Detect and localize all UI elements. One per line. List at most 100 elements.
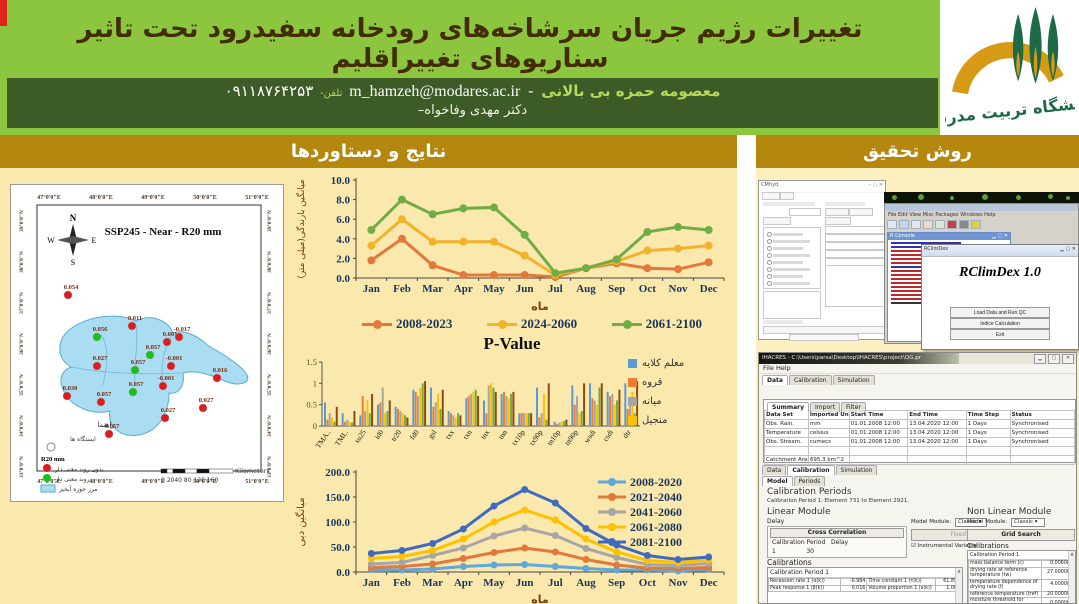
calibration-period-item[interactable]: Calibration Period 1	[768, 568, 962, 578]
cmhyd-radio-option[interactable]	[767, 232, 817, 237]
cmhyd-window-controls[interactable]: – ▢ ✕	[868, 182, 883, 188]
cmhyd-radio-option[interactable]	[767, 267, 817, 272]
data-point	[643, 227, 652, 236]
cmhyd-radio-option[interactable]	[767, 253, 817, 258]
x-category-label: tr20	[389, 428, 403, 443]
tab-simulation[interactable]: Simulation	[832, 375, 875, 385]
bar	[467, 396, 470, 426]
cmhyd-button[interactable]	[825, 217, 851, 225]
series-line	[371, 546, 709, 571]
cmhyd-button[interactable]	[763, 217, 791, 225]
scrollbar[interactable]: ▲	[955, 568, 962, 603]
cmhyd-radio-option[interactable]	[767, 281, 817, 286]
cmhyd-dropdown[interactable]	[825, 234, 885, 242]
desktop-blob	[918, 194, 924, 200]
nl-calibration-period-item[interactable]: Calibration Period 1	[968, 551, 1075, 560]
cmhyd-start-button[interactable]	[789, 334, 859, 341]
rclimdex-window-controls[interactable]: ▁ ▢ ✕	[1060, 246, 1076, 252]
data-point	[459, 563, 467, 570]
table-cell	[807, 446, 850, 456]
tab-summary[interactable]: Summary	[767, 402, 810, 412]
table-cell: Synchronised	[1009, 419, 1076, 429]
cmhyd-radio-group	[763, 227, 821, 289]
ihacres-menubar[interactable]: File Help	[759, 364, 1076, 374]
cmhyd-radio-option[interactable]	[767, 239, 817, 244]
table-row: Obs. Stream. cumecs 01.01.2008 12:00 13.04.…	[764, 437, 1076, 447]
rclimdex-button[interactable]: Indice Calculation	[950, 318, 1050, 329]
cmhyd-radio-option[interactable]	[767, 260, 817, 265]
close-button[interactable]: ✕	[1062, 354, 1074, 364]
cmhyd-listbox[interactable]	[763, 291, 821, 319]
rgui-menubar[interactable]: File Edit View Misc Packages Windows Hel…	[888, 212, 996, 218]
minimize-button[interactable]: ▁	[1034, 354, 1046, 364]
tab-import[interactable]: Import	[810, 402, 840, 412]
nl-model-module-select[interactable]: Classic ▾	[1011, 518, 1045, 527]
rclimdex-button[interactable]: Load Data and Run QC	[950, 307, 1050, 318]
nonlinear-calibrations-list[interactable]: Calibration Period 1 mass balance term (…	[967, 550, 1076, 603]
linear-calibrations-list[interactable]: Calibration Period 1 Recession rate 1 (α…	[767, 567, 963, 603]
tab-data[interactable]: Data	[762, 465, 787, 475]
data-point	[705, 553, 713, 561]
cmhyd-dropdown[interactable]	[825, 250, 885, 258]
tab-model[interactable]: Model	[762, 476, 793, 486]
desktop-strip	[884, 192, 1079, 203]
toolbar-icon[interactable]	[959, 220, 969, 229]
cmhyd-label	[763, 320, 803, 324]
maximize-button[interactable]: ▢	[1048, 354, 1060, 364]
cmhyd-tab[interactable]	[762, 192, 780, 200]
tab-simulation[interactable]: Simulation	[835, 465, 878, 475]
station-dot-green	[130, 365, 140, 375]
console-text-line	[891, 250, 931, 252]
tab-periods[interactable]: Periods	[793, 476, 826, 486]
toolbar-icon[interactable]	[911, 220, 921, 229]
cmhyd-dropdown[interactable]	[789, 208, 821, 216]
tab-calibration[interactable]: Calibration	[787, 465, 835, 475]
author-email[interactable]: m_hamzeh@modares.ac.ir	[349, 83, 521, 100]
cross-correlation-button[interactable]: Cross Correlation	[770, 528, 904, 538]
cmhyd-radio-option[interactable]	[767, 274, 817, 279]
cmhyd-dropdown[interactable]	[825, 242, 885, 250]
data-point	[704, 241, 713, 250]
station-dot-green	[145, 350, 155, 360]
rclimdex-button[interactable]: Exit	[950, 329, 1050, 340]
cmhyd-button[interactable]	[849, 208, 873, 216]
toolbar-icon[interactable]	[935, 220, 945, 229]
toolbar-icon[interactable]	[971, 220, 981, 229]
x-category-label: tn90p	[563, 428, 580, 447]
toolbar-icon[interactable]	[923, 220, 933, 229]
cmhyd-listbox[interactable]	[825, 265, 885, 307]
toolbar-icon[interactable]	[887, 220, 897, 229]
svg-text:N: N	[70, 213, 77, 223]
station-value-label: 0.016	[213, 367, 228, 374]
model-module-select[interactable]: Classic ▾	[955, 518, 987, 527]
toolbar-icon[interactable]	[899, 220, 909, 229]
legend-label: 2081-2100	[630, 535, 682, 549]
cmhyd-dropdown[interactable]	[825, 226, 885, 234]
map-lon-label: 51°0'0"E	[245, 194, 268, 201]
series-line	[371, 487, 709, 562]
nl-model-module-label: Model Module:	[967, 519, 1008, 525]
cmhyd-button[interactable]	[825, 208, 849, 216]
instrumental-checkbox[interactable]: ☑ Instrumental Variable	[911, 543, 977, 549]
calibration-period-caption: Calibration Period 1: Element 731 to Ele…	[767, 498, 909, 504]
desktop-blob	[892, 195, 897, 200]
ihacres-window-controls: ▁ ▢ ✕	[958, 353, 1076, 364]
cmhyd-radio-option[interactable]	[767, 246, 817, 251]
cmhyd-tab[interactable]	[780, 192, 794, 200]
r-console-controls[interactable]: ▁ ▢ ✕	[992, 233, 1008, 239]
trend-map: 47°0'0"E 47°0'0"E 48°0'0"E 48°0'0"E 49°0'0"E…	[18, 194, 273, 493]
bar	[507, 398, 510, 426]
x-category-label: Sep	[608, 283, 625, 295]
scrollbar[interactable]: ▲	[1068, 551, 1075, 603]
tab-filter[interactable]: Filter	[840, 402, 866, 412]
toolbar-icon[interactable]	[947, 220, 957, 229]
tab-calibration[interactable]: Calibration	[788, 375, 832, 385]
x-category-label: Jun	[516, 577, 534, 589]
bar	[494, 391, 497, 426]
param-cell: 0.016	[839, 584, 868, 592]
y-tick-label: 4.0	[336, 234, 350, 246]
tab-data[interactable]: Data	[762, 375, 788, 385]
radio-icon	[767, 253, 772, 258]
grid-search-button[interactable]: Grid Search	[967, 529, 1075, 541]
cmhyd-option-text	[773, 240, 810, 243]
